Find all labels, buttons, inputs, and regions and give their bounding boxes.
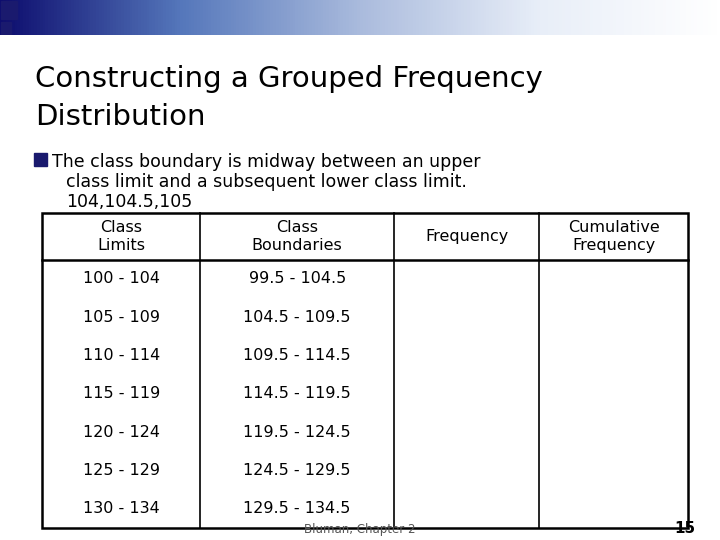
Text: 104,104.5,105: 104,104.5,105 xyxy=(66,193,192,211)
Bar xyxy=(1,1,17,19)
Text: 110 - 114: 110 - 114 xyxy=(83,348,160,363)
Text: Constructing a Grouped Frequency: Constructing a Grouped Frequency xyxy=(35,65,543,93)
Text: 99.5 - 104.5: 99.5 - 104.5 xyxy=(248,271,346,286)
Text: Cumulative
Frequency: Cumulative Frequency xyxy=(568,220,660,253)
Text: 115 - 119: 115 - 119 xyxy=(83,386,160,401)
Text: 105 - 109: 105 - 109 xyxy=(83,309,160,325)
Text: class limit and a subsequent lower class limit.: class limit and a subsequent lower class… xyxy=(66,173,467,191)
Text: Class
Boundaries: Class Boundaries xyxy=(252,220,343,253)
Text: 120 - 124: 120 - 124 xyxy=(83,424,160,440)
Text: 119.5 - 124.5: 119.5 - 124.5 xyxy=(243,424,351,440)
Text: 124.5 - 129.5: 124.5 - 129.5 xyxy=(243,463,351,478)
Text: Frequency: Frequency xyxy=(425,229,508,244)
Text: The class boundary is midway between an upper: The class boundary is midway between an … xyxy=(52,153,480,171)
Text: 104.5 - 109.5: 104.5 - 109.5 xyxy=(243,309,351,325)
Text: 130 - 134: 130 - 134 xyxy=(83,501,160,516)
Text: 109.5 - 114.5: 109.5 - 114.5 xyxy=(243,348,351,363)
Text: 125 - 129: 125 - 129 xyxy=(83,463,160,478)
Text: 114.5 - 119.5: 114.5 - 119.5 xyxy=(243,386,351,401)
Text: 100 - 104: 100 - 104 xyxy=(83,271,160,286)
Bar xyxy=(1,22,11,35)
Bar xyxy=(42,213,688,528)
Text: Class
Limits: Class Limits xyxy=(97,220,145,253)
Bar xyxy=(34,153,47,166)
Text: Distribution: Distribution xyxy=(35,103,205,131)
Text: 129.5 - 134.5: 129.5 - 134.5 xyxy=(243,501,351,516)
Text: Bluman, Chapter 2: Bluman, Chapter 2 xyxy=(305,523,415,536)
Text: 15: 15 xyxy=(674,521,695,536)
